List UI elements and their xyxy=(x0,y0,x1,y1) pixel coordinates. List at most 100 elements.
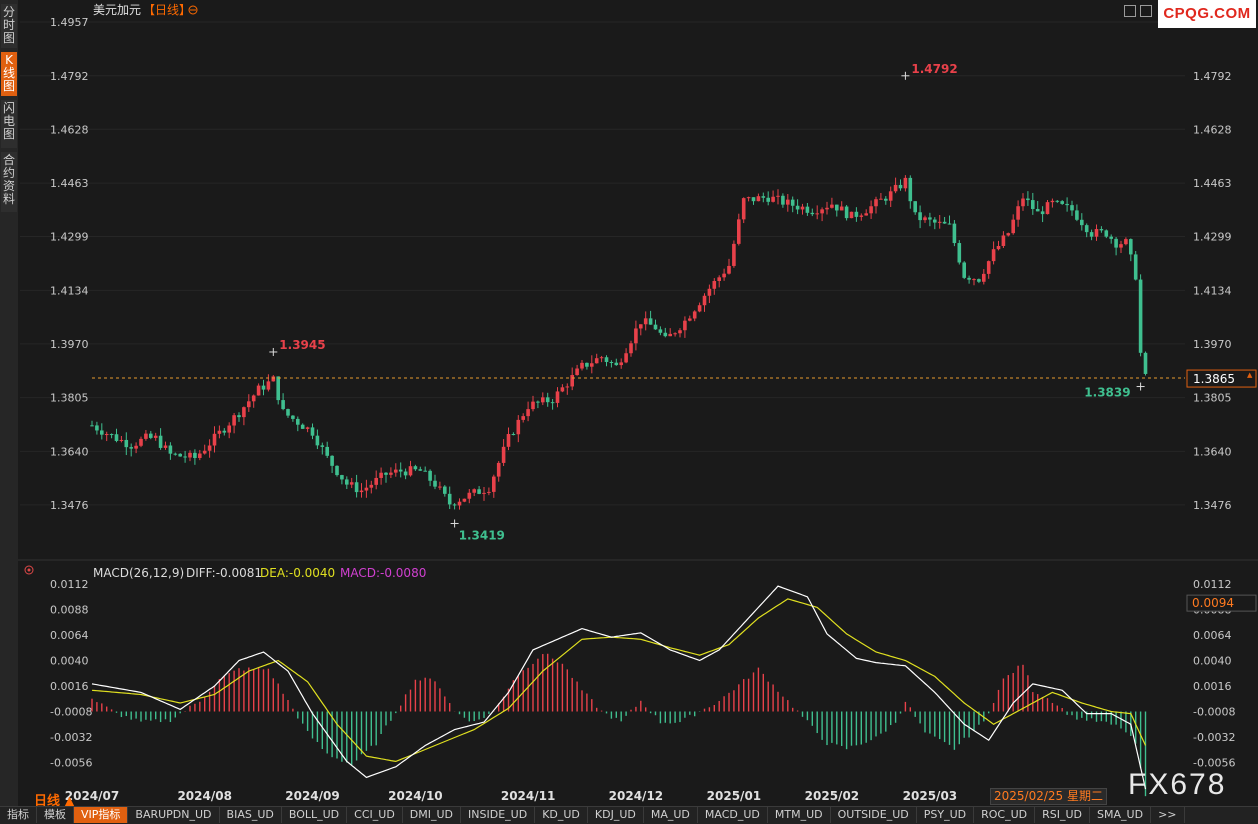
candle-body[interactable] xyxy=(1133,254,1138,280)
candle-body[interactable] xyxy=(859,215,864,217)
candle-body[interactable] xyxy=(727,265,731,274)
candle-body[interactable] xyxy=(256,385,261,396)
tab-time-chart[interactable]: 分时图 xyxy=(1,4,17,48)
candle-body[interactable] xyxy=(565,386,570,388)
candle-body[interactable] xyxy=(1075,210,1079,220)
candle-body[interactable] xyxy=(315,435,320,446)
candle-body[interactable] xyxy=(639,324,643,329)
candle-body[interactable] xyxy=(717,277,721,282)
candle-body[interactable] xyxy=(134,445,138,449)
candle-body[interactable] xyxy=(1016,206,1020,220)
candle-body[interactable] xyxy=(389,472,393,475)
candle-body[interactable] xyxy=(202,450,207,454)
candle-body[interactable] xyxy=(839,206,844,211)
candle-body[interactable] xyxy=(977,279,981,282)
candle-body[interactable] xyxy=(109,434,114,436)
candle-body[interactable] xyxy=(124,439,129,448)
candle-body[interactable] xyxy=(580,362,584,369)
candle-body[interactable] xyxy=(619,362,623,366)
candle-body[interactable] xyxy=(477,489,481,494)
candle-body[interactable] xyxy=(100,430,104,435)
candle-body[interactable] xyxy=(957,243,962,263)
candle-body[interactable] xyxy=(173,453,178,455)
candle-body[interactable] xyxy=(1089,232,1094,237)
candle-body[interactable] xyxy=(227,425,231,433)
indicator-tab[interactable]: RSI_UD xyxy=(1035,807,1091,823)
indicator-tab[interactable]: MTM_UD xyxy=(768,807,831,823)
candle-body[interactable] xyxy=(305,427,310,429)
candle-body[interactable] xyxy=(947,223,952,225)
candle-body[interactable] xyxy=(761,196,766,198)
candle-body[interactable] xyxy=(820,209,824,214)
candle-body[interactable] xyxy=(570,375,574,387)
candle-body[interactable] xyxy=(795,205,800,210)
candle-body[interactable] xyxy=(496,462,501,477)
period-selector[interactable]: 日线 ▲ xyxy=(34,794,75,809)
candle-body[interactable] xyxy=(90,425,94,427)
candle-body[interactable] xyxy=(933,219,937,223)
candle-body[interactable] xyxy=(291,415,295,419)
candle-body[interactable] xyxy=(217,430,222,434)
candle-body[interactable] xyxy=(516,419,521,435)
candle-body[interactable] xyxy=(374,477,378,485)
candle-body[interactable] xyxy=(663,332,668,337)
candle-body[interactable] xyxy=(825,207,829,210)
candle-body[interactable] xyxy=(398,469,403,472)
candle-body[interactable] xyxy=(805,206,810,213)
candle-body[interactable] xyxy=(506,434,511,447)
candle-body[interactable] xyxy=(707,288,712,296)
candle-body[interactable] xyxy=(942,221,947,224)
candle-body[interactable] xyxy=(908,177,913,202)
candle-body[interactable] xyxy=(1094,229,1099,237)
candle-body[interactable] xyxy=(1138,279,1143,353)
candle-body[interactable] xyxy=(335,465,339,476)
indicator-tab[interactable]: >> xyxy=(1151,807,1185,823)
candle-body[interactable] xyxy=(354,482,359,493)
candle-body[interactable] xyxy=(271,376,276,382)
candle-body[interactable] xyxy=(830,204,834,208)
candle-body[interactable] xyxy=(1001,235,1006,246)
candle-body[interactable] xyxy=(541,397,545,403)
candle-body[interactable] xyxy=(443,486,447,494)
candle-body[interactable] xyxy=(913,201,917,213)
candle-body[interactable] xyxy=(746,197,751,199)
candle-body[interactable] xyxy=(1040,211,1045,215)
candle-body[interactable] xyxy=(786,199,790,205)
candle-body[interactable] xyxy=(962,262,966,278)
candle-body[interactable] xyxy=(281,400,285,410)
candle-body[interactable] xyxy=(1021,198,1025,207)
candle-body[interactable] xyxy=(418,469,423,471)
candle-body[interactable] xyxy=(555,391,560,403)
candle-body[interactable] xyxy=(144,433,148,439)
candle-body[interactable] xyxy=(869,206,873,214)
candle-body[interactable] xyxy=(364,487,369,491)
candle-body[interactable] xyxy=(188,452,192,458)
candle-body[interactable] xyxy=(1035,208,1040,212)
indicator-tab[interactable]: ROC_UD xyxy=(974,807,1036,823)
candle-body[interactable] xyxy=(193,452,197,458)
candle-body[interactable] xyxy=(482,492,486,494)
candle-body[interactable] xyxy=(247,401,251,408)
candle-body[interactable] xyxy=(888,191,893,201)
candle-body[interactable] xyxy=(560,387,565,392)
price-pane[interactable]: 1.49571.49571.47921.47921.46281.46281.44… xyxy=(20,16,1257,542)
tab-kline-chart[interactable]: K线图 xyxy=(1,52,17,96)
candle-body[interactable] xyxy=(1114,238,1118,248)
candle-body[interactable] xyxy=(898,184,903,189)
indicator-tab[interactable]: DMI_UD xyxy=(403,807,462,823)
candle-body[interactable] xyxy=(604,357,609,362)
candle-body[interactable] xyxy=(139,438,143,446)
candle-body[interactable] xyxy=(849,211,854,219)
candle-body[interactable] xyxy=(624,353,628,363)
candle-body[interactable] xyxy=(634,328,638,344)
candle-body[interactable] xyxy=(678,330,682,334)
candle-body[interactable] xyxy=(114,434,119,441)
candle-body[interactable] xyxy=(1104,230,1109,237)
candle-body[interactable] xyxy=(810,212,815,215)
indicator-tab[interactable]: BOLL_UD xyxy=(282,807,348,823)
candle-body[interactable] xyxy=(697,305,702,312)
indicator-tab[interactable]: CCI_UD xyxy=(347,807,403,823)
candle-body[interactable] xyxy=(702,295,707,306)
candle-body[interactable] xyxy=(741,198,746,220)
candle-body[interactable] xyxy=(178,453,182,457)
